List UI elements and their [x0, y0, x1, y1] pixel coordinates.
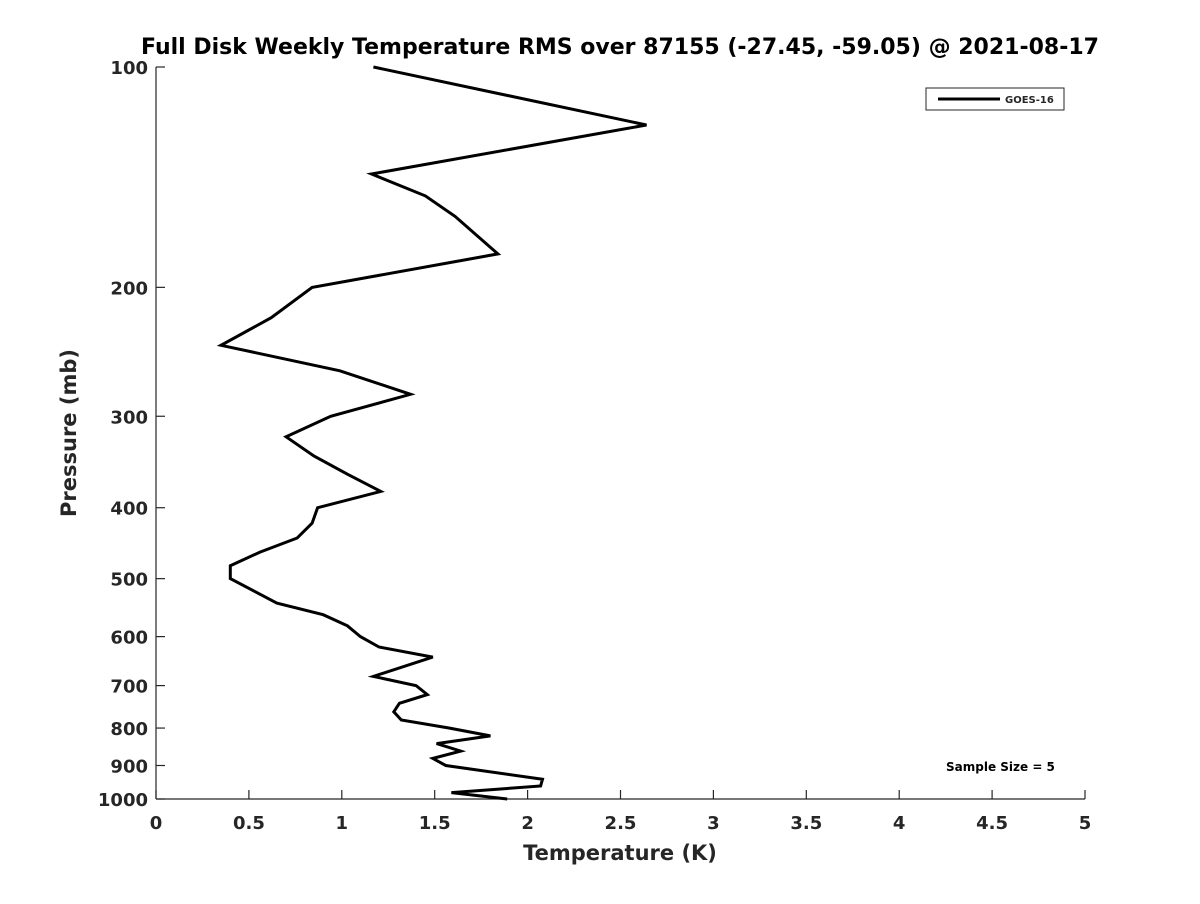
- y-ticks: 100 200 300 400 500 600 700 800 900 1000: [98, 58, 165, 811]
- y-tick-label: 900: [110, 757, 148, 778]
- x-axis-label: Temperature (K): [523, 841, 717, 865]
- x-tick-label: 2: [521, 813, 534, 834]
- y-tick-label: 700: [110, 677, 148, 698]
- legend: GOES-16: [926, 88, 1064, 110]
- x-tick-label: 3: [707, 813, 720, 834]
- x-tick-label: 1: [336, 813, 349, 834]
- y-tick-label: 500: [110, 570, 148, 591]
- y-tick-label: 600: [110, 628, 148, 649]
- y-tick-label: 1000: [98, 790, 148, 811]
- y-tick-label: 200: [110, 278, 148, 299]
- x-tick-label: 3.5: [790, 813, 822, 834]
- sample-size-annotation: Sample Size = 5: [946, 760, 1055, 774]
- series-line-goes-16: [221, 67, 647, 799]
- legend-label-goes-16: GOES-16: [1005, 95, 1054, 106]
- x-tick-label: 2.5: [605, 813, 637, 834]
- y-tick-label: 300: [110, 407, 148, 428]
- x-tick-label: 4: [893, 813, 906, 834]
- series-points: [221, 67, 647, 799]
- x-tick-label: 0.5: [233, 813, 265, 834]
- chart-title: Full Disk Weekly Temperature RMS over 87…: [141, 35, 1099, 60]
- x-tick-label: 0: [150, 813, 163, 834]
- y-tick-label: 800: [110, 719, 148, 740]
- y-axis-label: Pressure (mb): [57, 349, 81, 517]
- y-tick-label: 100: [110, 58, 148, 79]
- y-tick-label: 400: [110, 499, 148, 520]
- x-ticks: 0 0.5 1 1.5 2 2.5 3 3.5 4 4.5 5: [150, 790, 1092, 834]
- x-tick-label: 1.5: [419, 813, 451, 834]
- x-tick-label: 5: [1079, 813, 1092, 834]
- x-tick-label: 4.5: [976, 813, 1008, 834]
